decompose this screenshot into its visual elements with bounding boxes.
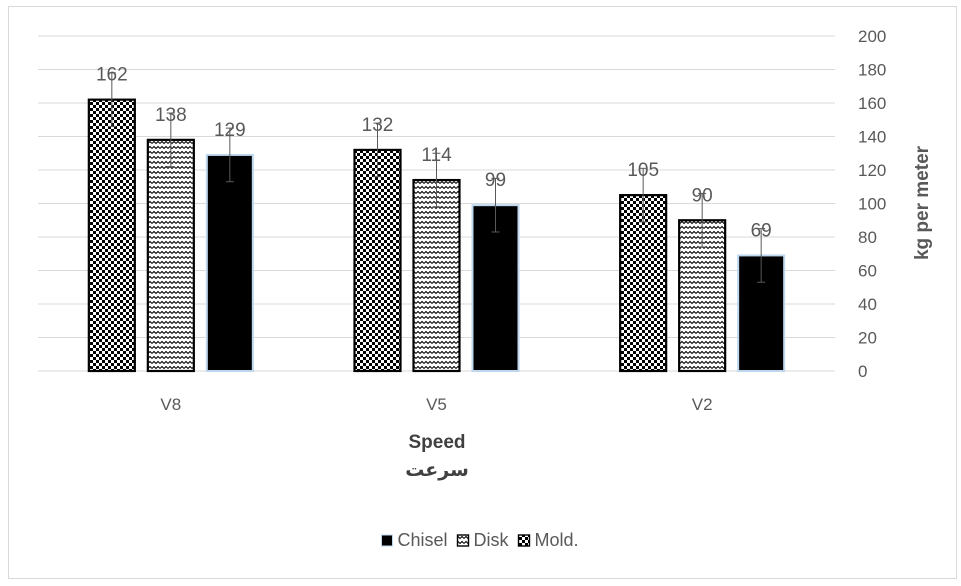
data-label: 90 xyxy=(692,185,713,206)
error-bar xyxy=(757,228,766,283)
data-label: 132 xyxy=(362,115,394,136)
error-bar xyxy=(432,152,441,208)
legend-item-disk: Disk xyxy=(456,530,510,550)
y-tick-label: 120 xyxy=(858,161,886,180)
y-axis-ticks: 0 20 40 60 80 100 120 140 160 180 200 xyxy=(858,27,886,381)
y-tick-label: 140 xyxy=(858,128,886,147)
legend-item-mold: Mold. xyxy=(517,530,579,550)
x-tick-label: V2 xyxy=(692,395,713,414)
x-axis-ticks: V8 V5 V2 xyxy=(160,395,712,414)
bar-mold-v5 xyxy=(353,148,402,373)
y-tick-label: 0 xyxy=(858,362,867,381)
x-tick-label: V8 xyxy=(160,395,181,414)
error-bar xyxy=(491,177,500,233)
error-bar xyxy=(639,167,648,223)
error-bar xyxy=(107,72,116,127)
bar-disk-v5 xyxy=(412,178,461,373)
y-tick-label: 40 xyxy=(858,295,877,314)
data-label: 114 xyxy=(421,145,452,166)
error-bar xyxy=(698,192,707,248)
x-tick-label: V5 xyxy=(426,395,447,414)
data-label: 99 xyxy=(485,170,506,191)
legend-swatch xyxy=(380,534,393,547)
y-tick-label: 80 xyxy=(858,228,877,247)
y-tick-label: 60 xyxy=(858,262,877,281)
legend-label: Mold. xyxy=(535,530,579,550)
data-label: 129 xyxy=(214,120,246,141)
bar-disk-v8 xyxy=(146,138,195,373)
legend-swatch xyxy=(517,534,531,547)
bar-mold-v8 xyxy=(87,98,136,373)
y-tick-label: 100 xyxy=(858,195,886,214)
error-bars xyxy=(107,72,766,283)
x-axis-title-secondary: سرعت xyxy=(405,460,469,481)
data-label: 105 xyxy=(627,160,659,181)
data-label: 69 xyxy=(751,220,772,241)
legend-item-chisel: Chisel xyxy=(380,530,448,550)
y-axis-title: kg per meter xyxy=(912,145,933,260)
bar-chisel-v8 xyxy=(205,153,254,372)
error-bar xyxy=(225,127,234,183)
error-bar xyxy=(166,112,175,168)
x-axis-title: Speed xyxy=(408,432,465,453)
data-label: 162 xyxy=(96,65,128,86)
y-tick-label: 180 xyxy=(858,61,886,80)
y-tick-label: 200 xyxy=(858,27,886,46)
legend: Chisel Disk Mold. xyxy=(380,530,579,550)
error-bar xyxy=(373,122,382,178)
data-label: 138 xyxy=(155,105,187,126)
y-tick-label: 20 xyxy=(858,329,877,348)
legend-swatch xyxy=(456,534,470,547)
legend-label: Chisel xyxy=(397,530,447,550)
data-labels: 162 138 129 132 114 99 105 90 69 xyxy=(96,65,772,242)
legend-label: Disk xyxy=(474,530,510,550)
y-tick-label: 160 xyxy=(858,94,886,113)
